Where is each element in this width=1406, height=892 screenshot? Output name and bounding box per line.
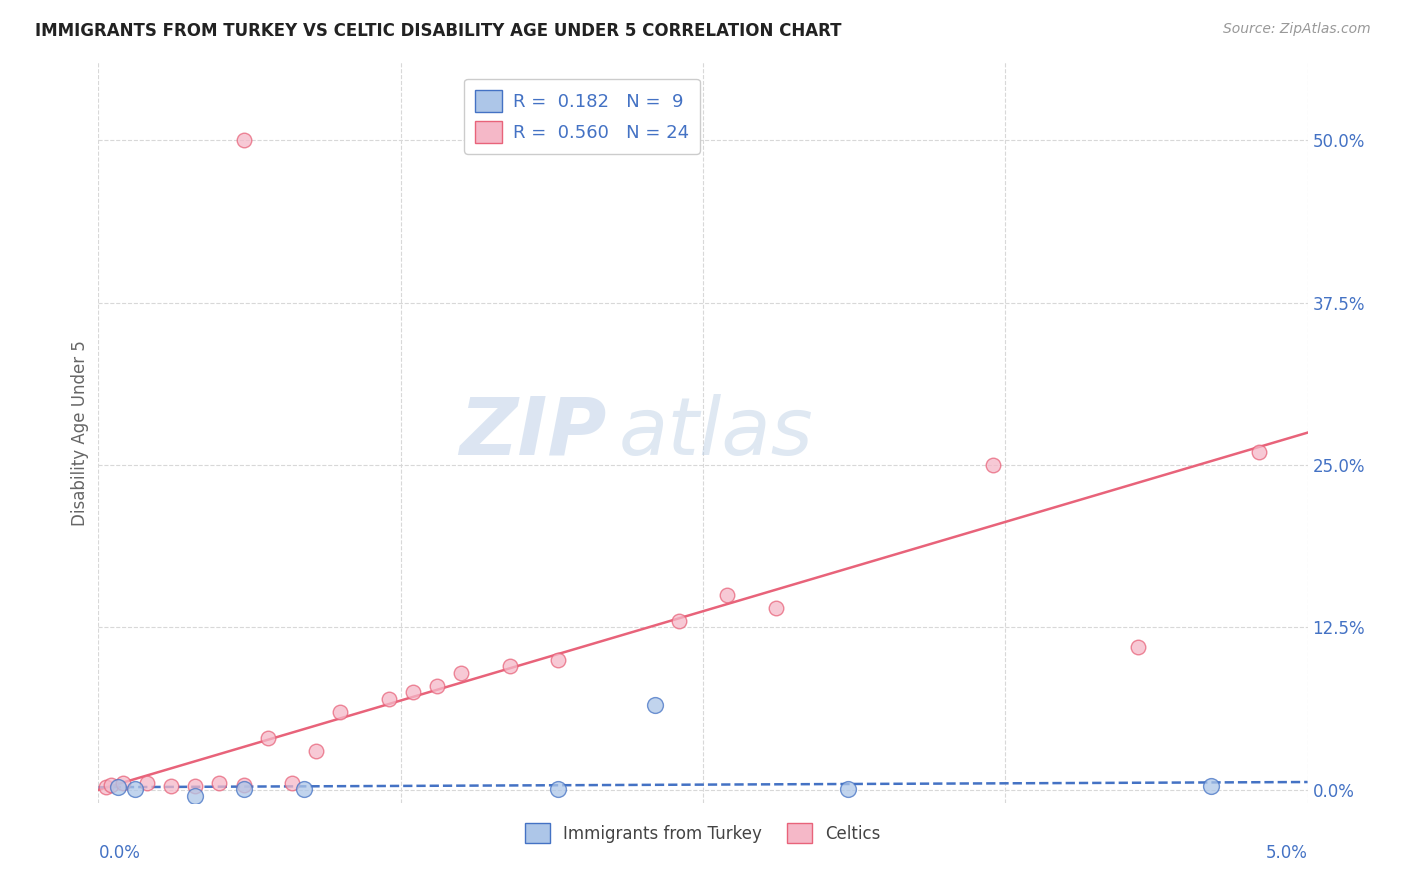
- Point: [184, 789, 207, 804]
- Point: [426, 679, 449, 693]
- Point: [981, 458, 1004, 472]
- Y-axis label: Disability Age Under 5: Disability Age Under 5: [70, 340, 89, 525]
- Point: [256, 731, 278, 745]
- Point: [1249, 445, 1271, 459]
- Legend: Immigrants from Turkey, Celtics: Immigrants from Turkey, Celtics: [519, 816, 887, 850]
- Point: [111, 776, 134, 790]
- Point: [107, 780, 129, 795]
- Point: [450, 665, 472, 680]
- Point: [547, 653, 569, 667]
- Text: 0.0%: 0.0%: [98, 844, 141, 862]
- Text: ZIP: ZIP: [458, 393, 606, 472]
- Point: [292, 781, 315, 796]
- Point: [160, 779, 183, 793]
- Point: [94, 780, 117, 795]
- Point: [124, 781, 146, 796]
- Text: IMMIGRANTS FROM TURKEY VS CELTIC DISABILITY AGE UNDER 5 CORRELATION CHART: IMMIGRANTS FROM TURKEY VS CELTIC DISABIL…: [35, 22, 842, 40]
- Point: [765, 601, 787, 615]
- Point: [716, 588, 738, 602]
- Point: [1199, 779, 1222, 793]
- Point: [232, 781, 254, 796]
- Point: [329, 705, 352, 719]
- Text: 5.0%: 5.0%: [1265, 844, 1308, 862]
- Point: [281, 776, 304, 790]
- Point: [184, 779, 207, 793]
- Point: [644, 698, 666, 713]
- Point: [305, 744, 328, 758]
- Point: [837, 781, 859, 796]
- Point: [668, 614, 690, 628]
- Text: atlas: atlas: [619, 393, 813, 472]
- Point: [232, 778, 254, 792]
- Point: [100, 778, 122, 792]
- Point: [402, 685, 425, 699]
- Point: [377, 692, 399, 706]
- Point: [208, 776, 231, 790]
- Point: [498, 659, 520, 673]
- Point: [232, 133, 254, 147]
- Text: Source: ZipAtlas.com: Source: ZipAtlas.com: [1223, 22, 1371, 37]
- Point: [135, 776, 157, 790]
- Point: [547, 781, 569, 796]
- Point: [1128, 640, 1150, 654]
